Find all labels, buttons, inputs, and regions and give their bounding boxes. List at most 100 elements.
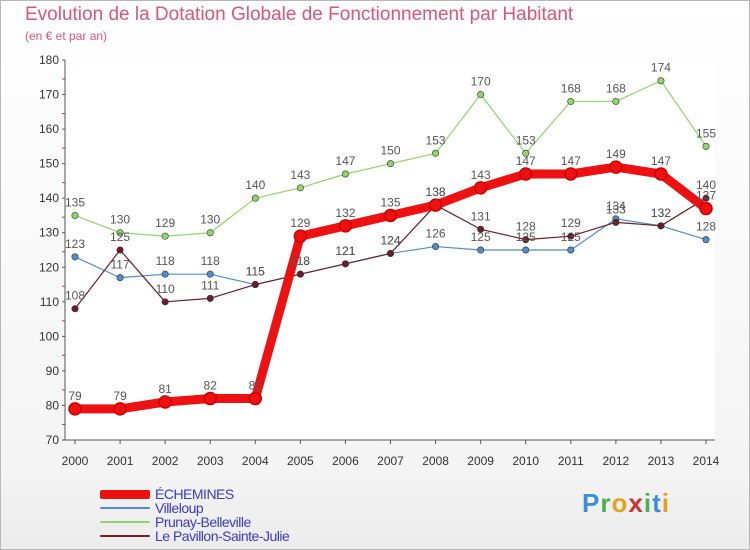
data-label: 155 (696, 126, 716, 140)
data-point (248, 391, 263, 406)
data-point (386, 160, 394, 168)
data-point (657, 222, 665, 230)
legend-item: Prunay-Belleville (100, 514, 289, 530)
data-label: 130 (200, 213, 220, 227)
data-point (251, 281, 259, 289)
data-label: 125 (110, 230, 130, 244)
data-point (203, 391, 217, 406)
data-label: 129 (561, 216, 581, 230)
y-tick-label: 150 (39, 157, 59, 171)
data-point (612, 218, 620, 226)
data-point (158, 395, 172, 409)
x-tick-label: 2006 (332, 454, 359, 468)
y-tick-label: 120 (39, 260, 59, 274)
data-point (206, 294, 214, 302)
data-label: 132 (651, 206, 671, 220)
data-point (564, 167, 578, 181)
legend-swatch (100, 507, 150, 509)
chart-title: Evolution de la Dotation Globale de Fonc… (25, 4, 574, 25)
legend-item: Le Pavillon-Sainte-Julie (100, 528, 290, 544)
data-label: 147 (516, 154, 536, 168)
data-point (116, 229, 124, 237)
data-label: 138 (426, 185, 446, 199)
data-point (68, 402, 82, 416)
data-label: 81 (158, 382, 172, 396)
data-label: 79 (113, 389, 127, 403)
data-label: 132 (335, 206, 355, 220)
data-label: 128 (516, 220, 536, 234)
data-point (161, 232, 169, 240)
legend: ÉCHEMINES Villeloup Prunay-Belleville Le Pa… (100, 486, 290, 544)
data-label: 170 (471, 75, 491, 89)
legend-swatch (100, 535, 150, 537)
chart-subtitle: (en € et par an) (25, 29, 108, 43)
data-point (71, 253, 79, 261)
data-point (338, 219, 353, 233)
data-label: 108 (65, 289, 85, 303)
logo-letter: i (643, 488, 653, 518)
data-label: 126 (426, 227, 446, 241)
data-point (296, 184, 304, 192)
data-label: 124 (380, 233, 400, 247)
data-point (477, 91, 485, 99)
y-tick-label: 180 (39, 53, 59, 67)
data-point (161, 270, 169, 278)
data-label: 174 (651, 61, 671, 75)
data-point (206, 270, 214, 278)
data-label: 153 (516, 133, 536, 147)
data-label: 129 (155, 216, 175, 230)
x-tick-label: 2011 (558, 454, 584, 468)
logo-letter: t (652, 488, 662, 518)
data-label: 137 (696, 189, 716, 203)
y-tick-label: 110 (40, 295, 59, 309)
data-label: 111 (201, 278, 220, 292)
data-label: 82 (204, 379, 218, 393)
y-tick-label: 90 (46, 364, 60, 378)
data-label: 117 (111, 258, 130, 272)
legend-label: ÉCHEMINES (155, 486, 234, 502)
x-tick-label: 2004 (242, 454, 269, 468)
logo-letter: i (661, 488, 670, 518)
data-point (341, 170, 349, 178)
x-tick-label: 2009 (467, 454, 494, 468)
data-point (251, 194, 259, 202)
data-label: 133 (606, 202, 626, 216)
data-point (522, 236, 530, 244)
legend-swatch (100, 521, 150, 523)
data-point (428, 198, 443, 212)
logo-letter: P (582, 488, 601, 518)
data-label: 140 (696, 178, 716, 192)
data-label: 134 (606, 199, 626, 213)
data-point (432, 149, 440, 157)
data-label: 140 (245, 178, 265, 192)
y-tick-label: 80 (46, 398, 60, 412)
y-tick-label: 100 (39, 329, 59, 343)
data-label: 118 (291, 254, 310, 268)
data-label: 125 (516, 230, 536, 244)
data-label: 118 (156, 254, 175, 268)
y-tick-label: 140 (39, 191, 59, 205)
x-tick-label: 2003 (197, 454, 224, 468)
data-point (341, 260, 349, 268)
data-point (477, 246, 485, 254)
data-point (113, 402, 127, 416)
logo-letter: o (611, 488, 629, 518)
data-label: 147 (651, 154, 671, 168)
data-point (518, 167, 533, 181)
data-point (293, 229, 308, 243)
data-label: 79 (68, 389, 82, 403)
data-label: 149 (606, 147, 626, 161)
data-point (702, 142, 710, 150)
data-label: 118 (201, 254, 220, 268)
data-label: 125 (561, 230, 581, 244)
legend-item: ÉCHEMINES (100, 486, 289, 502)
logo-letter: r (600, 488, 612, 518)
data-point (383, 208, 398, 223)
data-label: 128 (696, 220, 716, 234)
legend-swatch (100, 489, 150, 499)
data-point (567, 246, 575, 254)
data-point (699, 201, 713, 216)
data-point (206, 229, 214, 237)
x-tick-label: 2013 (648, 454, 675, 468)
